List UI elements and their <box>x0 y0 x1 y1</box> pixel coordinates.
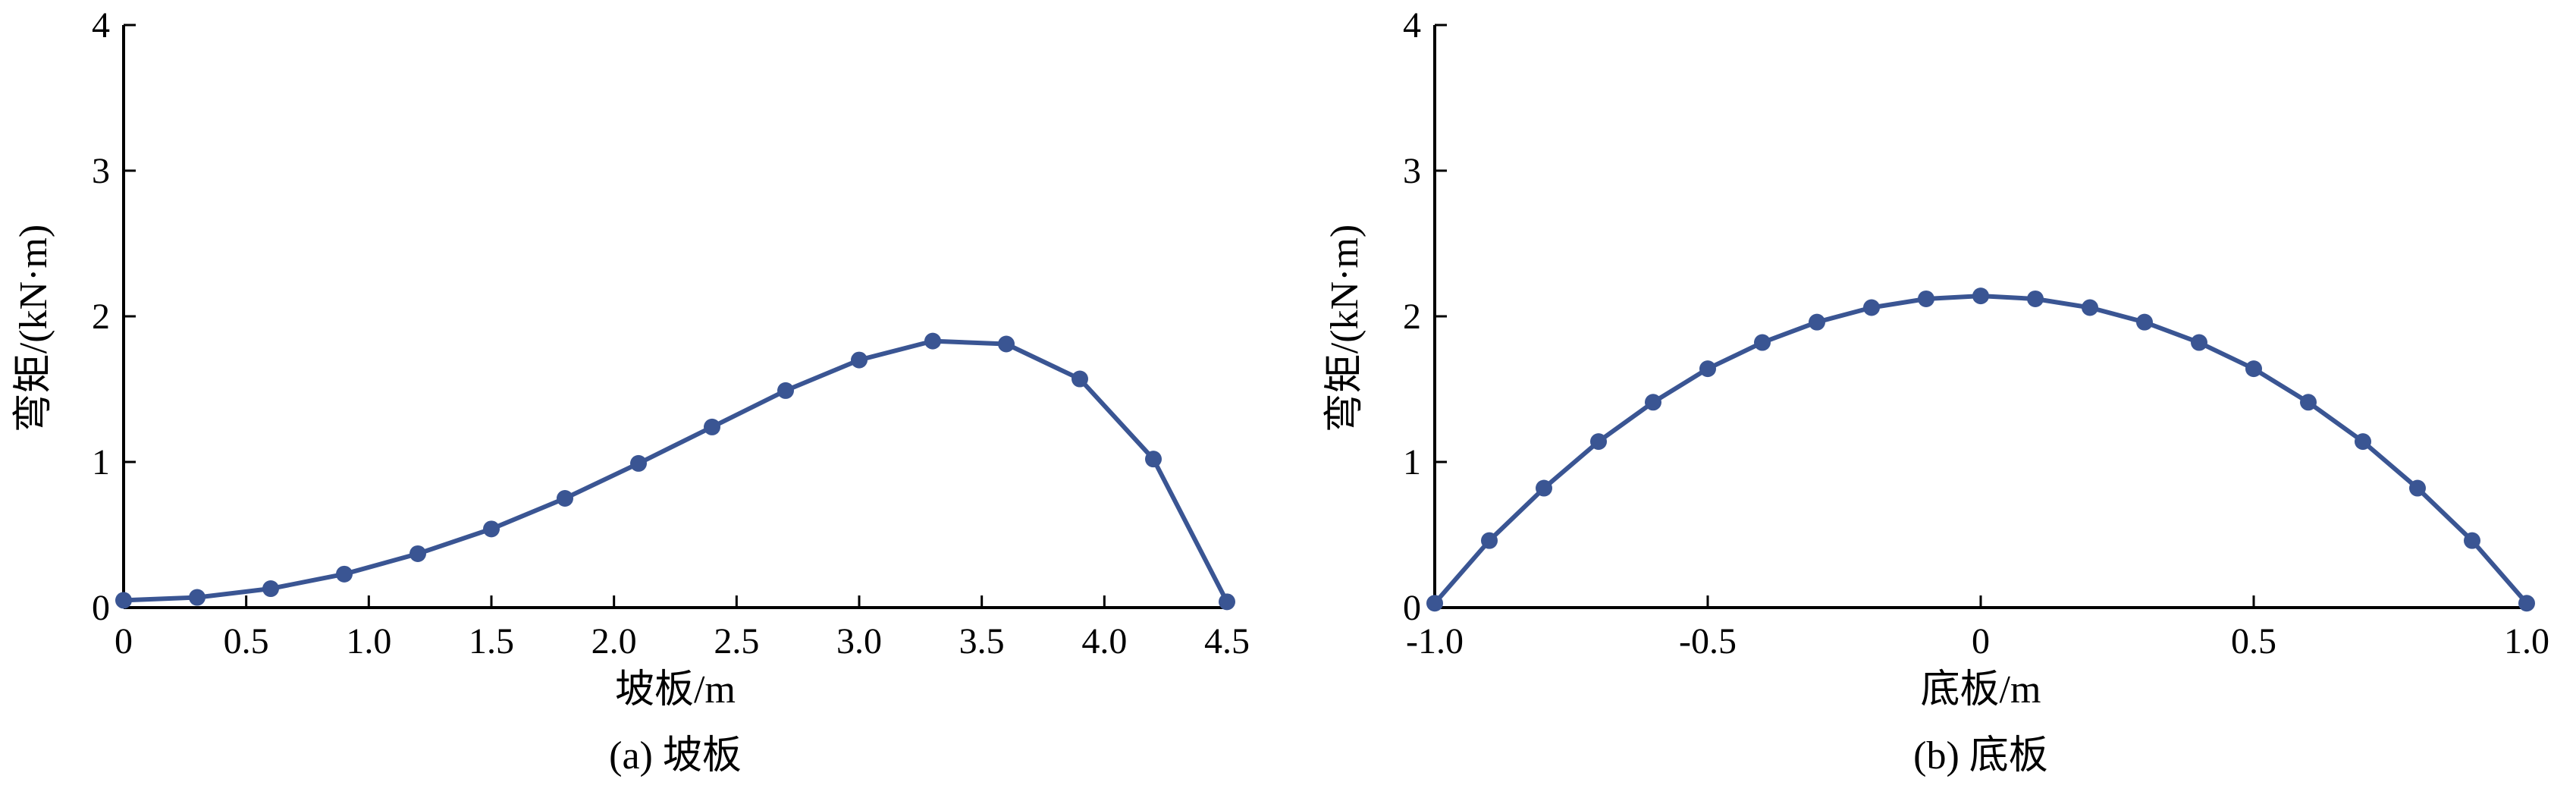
y-tick-label: 0 <box>92 588 110 628</box>
data-point <box>1863 299 1880 316</box>
data-point <box>998 335 1015 353</box>
x-tick-label: 4.5 <box>1204 621 1250 661</box>
data-point <box>1918 290 1934 307</box>
y-axis-title: 弯矩/(kN·m) <box>1323 225 1366 432</box>
data-point <box>262 580 279 598</box>
x-tick-label: 0 <box>115 621 133 661</box>
x-tick-label: 2.5 <box>714 621 759 661</box>
y-tick-label: 3 <box>1403 151 1421 191</box>
data-point <box>1145 451 1162 468</box>
data-point <box>189 589 206 606</box>
data-point <box>1536 479 1552 497</box>
x-tick-label: -0.5 <box>1679 621 1737 661</box>
data-point <box>704 418 720 435</box>
data-point <box>2518 595 2535 612</box>
x-tick-label: 0.5 <box>224 621 269 661</box>
series-line <box>123 338 1229 603</box>
x-axis-title: 坡板/m <box>615 668 736 712</box>
data-point <box>2027 290 2044 307</box>
data-point <box>1809 313 1825 331</box>
data-point <box>2136 313 2153 331</box>
y-tick-label: 1 <box>1403 442 1421 482</box>
data-point <box>483 520 500 538</box>
x-tick-label: 0.5 <box>2231 621 2276 661</box>
data-point <box>1426 595 1443 612</box>
y-tick-label: 2 <box>92 297 110 337</box>
y-axis-title: 弯矩/(kN·m) <box>11 225 55 432</box>
y-tick-label: 3 <box>92 151 110 191</box>
x-tick-label: 0 <box>1972 621 1990 661</box>
y-tick-label: 0 <box>1403 588 1421 628</box>
data-point <box>777 382 794 399</box>
data-point <box>1590 433 1607 451</box>
data-point <box>336 565 353 583</box>
chart-a-slope-plate: 0 1 2 3 4 0 0.5 1.0 1.5 2.0 2.5 3.0 3.5 4.0 4.5 弯矩/(kN·… <box>11 5 1250 778</box>
data-point <box>1699 360 1716 378</box>
x-tick-label: 3.5 <box>959 621 1005 661</box>
x-tick-label: 1.0 <box>2504 621 2549 661</box>
data-point <box>1072 370 1088 388</box>
data-point <box>557 490 573 507</box>
x-axis-title: 底板/m <box>1921 668 2041 712</box>
data-point <box>409 545 426 562</box>
x-tick-label: 4.0 <box>1081 621 1127 661</box>
data-point <box>2409 479 2426 497</box>
y-tick-label: 4 <box>1403 5 1421 46</box>
chart-caption: (a) 坡板 <box>609 734 742 778</box>
data-point <box>1754 334 1771 351</box>
chart-b-bottom-plate: 0 1 2 3 4 -1.0 -0.5 0 0.5 1.0 弯矩/(kN·m) 底板/m (b) 底板 <box>1323 5 2549 778</box>
y-tick-label: 1 <box>92 442 110 482</box>
data-point <box>2300 394 2317 411</box>
data-point <box>2464 532 2480 549</box>
data-point <box>851 351 868 369</box>
x-tick-label: 3.0 <box>836 621 882 661</box>
data-point <box>1219 593 1235 611</box>
chart-caption: (b) 底板 <box>1913 734 2048 778</box>
data-point <box>2191 334 2207 351</box>
data-point <box>630 454 647 472</box>
data-point <box>924 332 941 350</box>
data-point <box>115 592 132 609</box>
data-point <box>1481 532 1498 549</box>
x-tick-label: 2.0 <box>591 621 637 661</box>
data-point <box>2082 299 2098 316</box>
y-tick-label: 4 <box>92 5 110 46</box>
x-tick-label: -1.0 <box>1406 621 1464 661</box>
x-tick-label: 1.5 <box>469 621 514 661</box>
data-point <box>1972 287 1989 305</box>
x-tick-label: 1.0 <box>346 621 391 661</box>
y-tick-label: 2 <box>1403 297 1421 337</box>
data-point <box>1645 394 1661 411</box>
data-point <box>2245 360 2262 378</box>
data-point <box>2355 433 2371 451</box>
